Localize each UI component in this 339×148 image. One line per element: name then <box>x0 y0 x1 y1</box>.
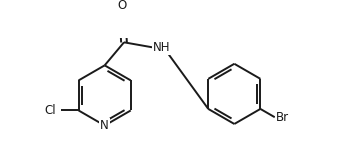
Text: Br: Br <box>276 111 290 124</box>
Text: Cl: Cl <box>44 104 56 117</box>
Text: NH: NH <box>153 41 171 54</box>
Text: O: O <box>118 0 127 12</box>
Text: N: N <box>100 119 109 132</box>
